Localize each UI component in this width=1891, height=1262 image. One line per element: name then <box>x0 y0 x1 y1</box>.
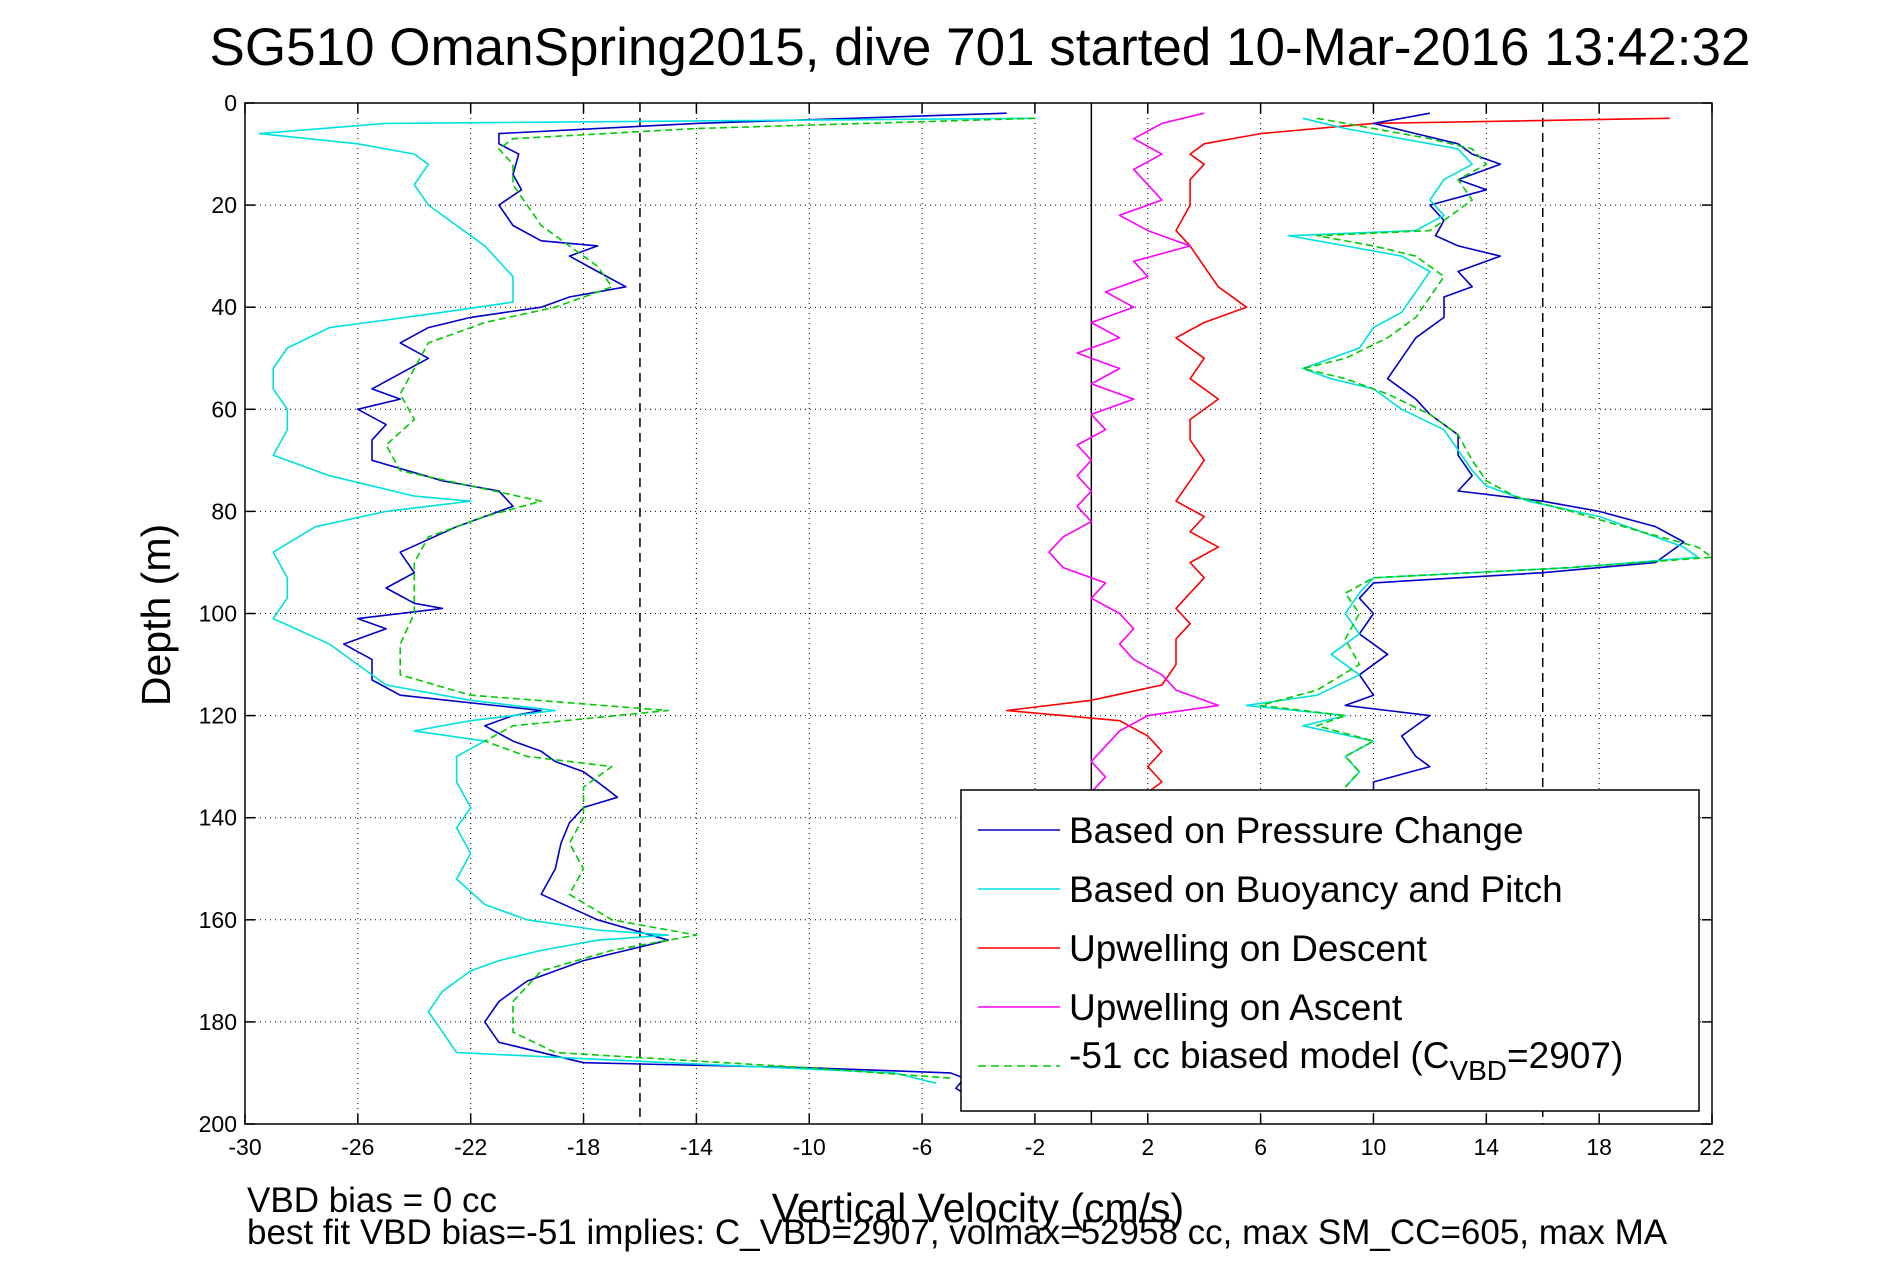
x-tick-label: 2 <box>1141 1134 1154 1160</box>
annotation-best-fit: best fit VBD bias=-51 implies: C_VBD=290… <box>247 1213 1668 1252</box>
y-tick-label: 140 <box>199 805 237 831</box>
annotation-vbd-bias: VBD bias = 0 cc <box>247 1181 497 1220</box>
x-tick-label: -30 <box>228 1134 261 1160</box>
legend-item-descent: Upwelling on Descent <box>978 928 1428 969</box>
y-tick-label: 120 <box>199 703 237 729</box>
series-buoyancy-pitch <box>258 117 1035 1084</box>
x-tick-label: -6 <box>912 1134 932 1160</box>
x-tick-label: 22 <box>1699 1134 1725 1160</box>
x-tick-label: 10 <box>1361 1134 1387 1160</box>
x-tick-label: 18 <box>1586 1134 1612 1160</box>
legend: Based on Pressure Change Based on Buoyan… <box>960 789 1700 1112</box>
y-tick-label: 180 <box>199 1009 237 1035</box>
x-tick-label: -26 <box>341 1134 374 1160</box>
x-tick-label: -18 <box>567 1134 600 1160</box>
legend-label-ascent: Upwelling on Ascent <box>1069 987 1403 1028</box>
x-tick-label: -2 <box>1025 1134 1045 1160</box>
y-tick-label: 0 <box>224 90 237 116</box>
legend-label-model-end: =2907) <box>1507 1035 1623 1076</box>
legend-item-ascent: Upwelling on Ascent <box>978 987 1403 1028</box>
series-upwelling-descent <box>1005 117 1670 793</box>
legend-box <box>960 789 1700 1112</box>
series-biased-model <box>385 117 1035 1079</box>
x-tick-label: 14 <box>1474 1134 1500 1160</box>
series-buoyancy-pitch-right <box>1245 117 1699 788</box>
legend-label-pressure: Based on Pressure Change <box>1069 810 1524 851</box>
x-tick-label: -22 <box>454 1134 487 1160</box>
y-tick-label: 160 <box>199 907 237 933</box>
y-tick-label: 80 <box>211 498 237 524</box>
y-tick-label: 200 <box>199 1111 237 1137</box>
x-tick-label: -14 <box>680 1134 713 1160</box>
y-axis-label: Depth (m) <box>133 524 179 706</box>
legend-label-model-main: -51 cc biased model (C <box>1069 1035 1449 1076</box>
y-tick-label: 20 <box>211 192 237 218</box>
series-upwelling-ascent <box>1048 112 1220 793</box>
y-tick-label: 60 <box>211 396 237 422</box>
legend-label-model: -51 cc biased model (CVBD=2907) <box>1069 1035 1623 1086</box>
y-tick-label: 40 <box>211 294 237 320</box>
y-tick-label: 100 <box>199 601 237 627</box>
legend-label-buoyancy: Based on Buoyancy and Pitch <box>1069 869 1563 910</box>
series-lines <box>258 112 1713 1095</box>
legend-item-pressure: Based on Pressure Change <box>978 810 1524 851</box>
x-tick-label: 6 <box>1254 1134 1267 1160</box>
series-biased-model-right <box>1259 117 1713 788</box>
legend-item-buoyancy: Based on Buoyancy and Pitch <box>978 869 1563 910</box>
x-tick-label: -10 <box>793 1134 826 1160</box>
legend-label-descent: Upwelling on Descent <box>1069 928 1428 969</box>
series-pressure-change-right <box>1344 112 1685 793</box>
x-axis-label: Vertical Velocity (cm/s) <box>772 1185 1184 1231</box>
chart-title: SG510 OmanSpring2015, dive 701 started 1… <box>210 18 1751 77</box>
legend-label-model-sub: VBD <box>1449 1055 1507 1086</box>
y-axis-ticks: 0 20 40 60 80 100 120 140 160 180 200 <box>199 90 1712 1137</box>
x-axis-ticks: -30 -26 -22 -18 -14 -10 -6 -2 2 6 10 14 18 22 <box>228 103 1725 1160</box>
legend-item-model: -51 cc biased model (CVBD=2907) <box>978 1035 1623 1086</box>
